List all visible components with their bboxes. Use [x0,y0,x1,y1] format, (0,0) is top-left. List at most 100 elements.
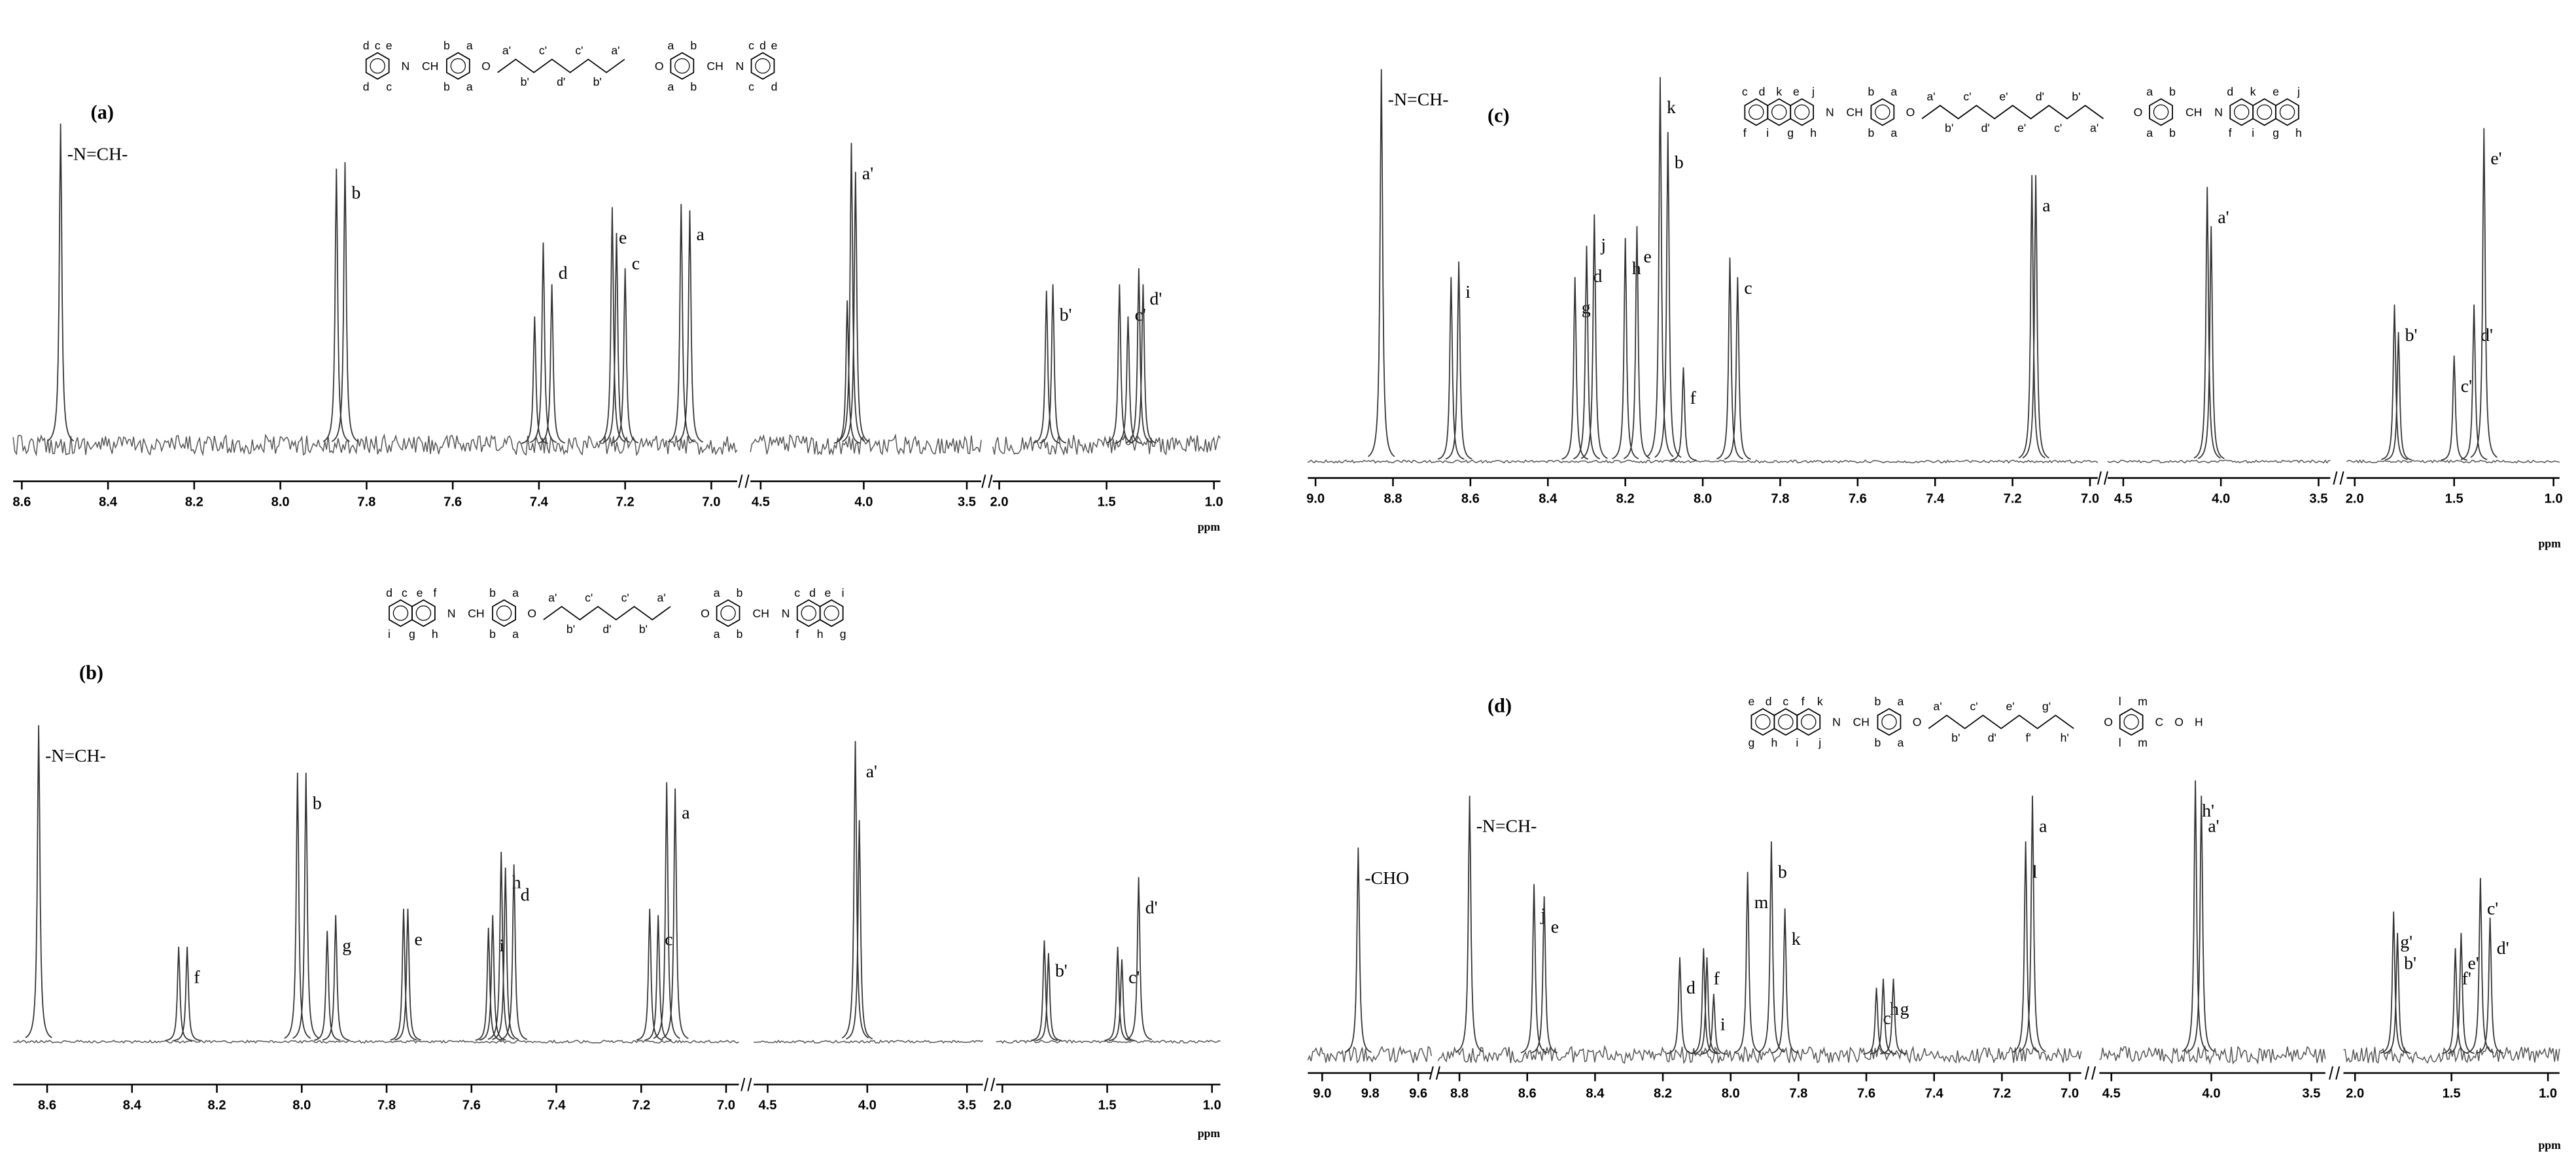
peak [2012,841,2040,1053]
structure-label: m [2138,736,2148,749]
structure-atom: CH [2185,106,2202,119]
structure-label: a [714,627,720,641]
peak [837,143,865,442]
structure-label: l [2119,736,2121,749]
structure-label: i [388,627,391,641]
x-tick-label: 8.2 [208,1098,226,1112]
peak [322,168,350,442]
ring-aromatic [1875,104,1890,120]
structure-label: c [402,586,408,599]
x-tick-label: 1.0 [1205,495,1223,509]
x-tick-label: 7.0 [717,1098,735,1112]
structure-atom: O [2104,716,2113,729]
peak [1654,132,1682,458]
x-tick-label: 8.2 [1616,491,1635,506]
structure-label: c [748,80,754,94]
peak-label: k [1667,97,1676,117]
ring [750,52,775,80]
x-tick-label: 3.5 [2309,491,2327,506]
x-tick-label: 7.4 [1925,1087,1944,1101]
structure-atom: O [527,607,536,620]
peak [394,908,421,1041]
structure-label: b' [2072,90,2080,103]
peak [475,927,502,1041]
ring [670,52,695,80]
peak [2442,948,2469,1055]
peak [1367,69,1395,457]
structure-label: a' [2090,122,2098,135]
structure-atom: CH [753,607,769,620]
peak-label: a' [866,761,877,781]
structure-label: d' [602,622,611,635]
peak-label: -CHO [1365,868,1409,888]
peak [500,864,528,1040]
peak [173,946,201,1042]
peak [1125,877,1153,1040]
peak [1870,978,1897,1055]
peak [644,915,672,1041]
structure-label: b [690,39,697,52]
x-tick-label: 8.2 [1654,1087,1672,1101]
x-tick-label: 4.0 [2212,491,2230,506]
peak-label: j [1600,234,1606,255]
x-tick-label: 2.0 [2346,1087,2364,1101]
x-axis-label: ppm [2539,1138,2562,1152]
peak [1437,277,1465,460]
peak [313,930,341,1041]
x-tick-label: 7.8 [1771,491,1789,506]
ring-aromatic [2279,104,2295,120]
structure-atom: O [1913,716,1922,729]
structure-label: f' [2026,731,2031,745]
peak-label: g' [2400,932,2412,952]
structure-atom: O [2174,716,2184,729]
structure-atom: O [2134,106,2143,119]
ring [1870,98,1895,126]
structure-label: c' [621,591,629,604]
structure-label: b [690,80,697,94]
structure-atom: N [1826,106,1834,119]
structure-label: c' [1970,700,1978,713]
peak [599,207,626,443]
peak [842,171,869,442]
peak [1724,277,1751,460]
ring-aromatic [1881,714,1897,730]
x-tick-label: 9.0 [1306,491,1325,506]
structure-label: i [2252,126,2254,139]
peak [25,725,52,1038]
x-tick-label: 8.8 [1384,491,1402,506]
peak [2018,175,2045,459]
peak [1580,214,1608,459]
structure-label: e [1793,85,1800,98]
peak [1734,872,1762,1053]
panel-label: (c) [1488,104,1510,126]
peak [521,316,548,444]
baseline-noise [13,1039,739,1044]
structure-atom: CH [422,60,438,73]
peak [479,915,506,1041]
structure-label: h [817,627,824,641]
structure-label: e [771,39,778,52]
peak [1666,957,1694,1055]
peak-label: a' [862,163,873,183]
structure-label: a [1890,126,1897,139]
peak [2193,186,2221,459]
peak-label: d' [2480,325,2493,345]
ring-aromatic [2123,714,2139,730]
peak-label: d [521,885,530,905]
peak-label: d' [1145,897,1158,917]
structure-atom: O [655,60,664,73]
structure-label: l [2119,695,2121,708]
structure-label: b' [1945,122,1953,135]
peak [1690,948,1717,1055]
structure-label: a' [611,44,619,57]
structure-label: e' [1999,90,2008,103]
axis-break [984,1078,996,1091]
baseline-noise [754,1039,984,1044]
peak-label: j [1540,904,1546,924]
ring-aromatic [1778,714,1794,730]
structure-label: d [1766,695,1772,708]
x-axis-label: ppm [2539,537,2562,550]
x-tick-label: 1.0 [1203,1098,1221,1112]
x-tick-label: 4.0 [854,495,873,509]
